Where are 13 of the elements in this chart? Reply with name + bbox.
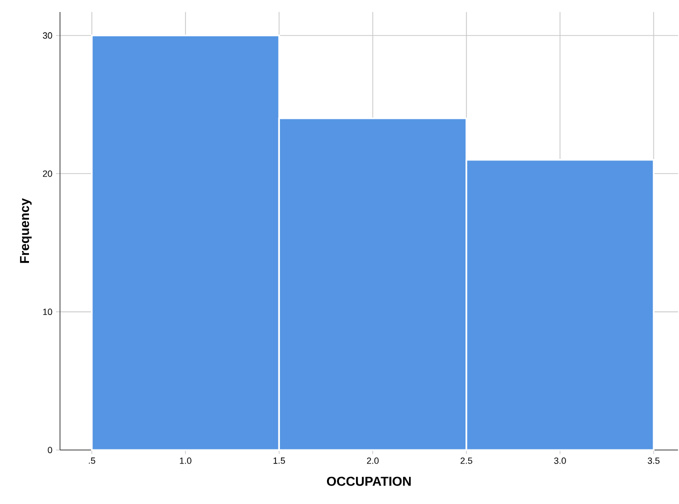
x-tick-label: 3.5 bbox=[648, 458, 660, 464]
x-tick-label: .5 bbox=[88, 458, 96, 464]
x-tick-label: 1.5 bbox=[274, 458, 285, 464]
y-axis-title: Frequency bbox=[20, 198, 32, 263]
y-tick-label: 10 bbox=[43, 308, 52, 316]
x-tick-label: 2.5 bbox=[460, 458, 472, 464]
y-tick-label: 0 bbox=[48, 446, 52, 454]
x-axis-title: OCCUPATION bbox=[326, 476, 411, 486]
x-tick-label: 3.0 bbox=[554, 458, 566, 464]
y-tick-label: 30 bbox=[42, 32, 52, 39]
x-tick-label: 2.0 bbox=[366, 458, 379, 464]
x-tick-label: 1.0 bbox=[180, 458, 192, 464]
y-tick-label: 20 bbox=[42, 170, 52, 177]
